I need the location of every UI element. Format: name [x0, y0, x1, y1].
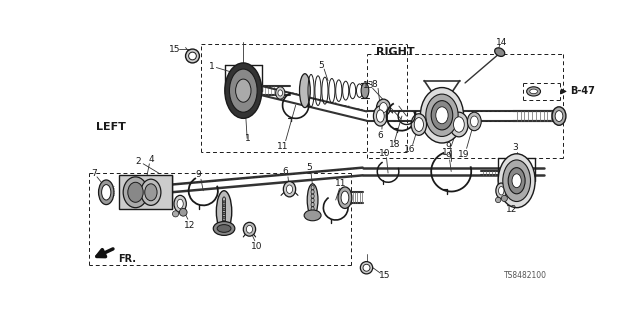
- Ellipse shape: [420, 87, 463, 143]
- Ellipse shape: [376, 110, 384, 122]
- Ellipse shape: [102, 185, 111, 200]
- Ellipse shape: [284, 182, 296, 197]
- Circle shape: [179, 208, 187, 216]
- Ellipse shape: [503, 160, 531, 202]
- Ellipse shape: [467, 112, 481, 131]
- Ellipse shape: [527, 87, 541, 96]
- Text: 4: 4: [148, 155, 154, 164]
- Text: 19: 19: [458, 150, 469, 159]
- Ellipse shape: [450, 112, 468, 137]
- Ellipse shape: [495, 48, 505, 56]
- Ellipse shape: [363, 264, 370, 271]
- Ellipse shape: [499, 187, 504, 195]
- Ellipse shape: [217, 225, 231, 232]
- Ellipse shape: [287, 185, 292, 193]
- Ellipse shape: [189, 52, 196, 60]
- Text: 10: 10: [378, 149, 390, 158]
- Ellipse shape: [141, 179, 161, 205]
- Text: 9: 9: [445, 142, 451, 151]
- Text: 15: 15: [380, 271, 391, 280]
- Text: 6: 6: [283, 167, 289, 176]
- Ellipse shape: [530, 89, 538, 94]
- Ellipse shape: [213, 221, 235, 235]
- Ellipse shape: [216, 191, 232, 232]
- Text: 18: 18: [388, 140, 400, 149]
- Ellipse shape: [361, 83, 369, 98]
- Text: 14: 14: [495, 38, 507, 47]
- Ellipse shape: [246, 226, 253, 233]
- Text: 17: 17: [442, 148, 453, 157]
- Text: 2: 2: [136, 157, 141, 166]
- Text: 11: 11: [335, 179, 347, 188]
- Text: 12: 12: [184, 221, 195, 230]
- Ellipse shape: [225, 63, 262, 118]
- Ellipse shape: [123, 177, 148, 208]
- Text: 1: 1: [209, 62, 214, 71]
- Text: 13: 13: [363, 81, 374, 90]
- Ellipse shape: [436, 107, 448, 124]
- Text: TS8482100: TS8482100: [504, 271, 547, 280]
- Ellipse shape: [128, 182, 143, 202]
- Text: LEFT: LEFT: [96, 122, 126, 132]
- Ellipse shape: [552, 107, 566, 125]
- Ellipse shape: [145, 184, 157, 201]
- Ellipse shape: [186, 49, 200, 63]
- Ellipse shape: [174, 195, 186, 212]
- Ellipse shape: [338, 187, 352, 208]
- Ellipse shape: [555, 111, 563, 122]
- Ellipse shape: [230, 69, 257, 112]
- Text: 6: 6: [378, 131, 383, 140]
- Ellipse shape: [243, 222, 255, 236]
- Text: 1: 1: [245, 134, 251, 143]
- Ellipse shape: [512, 174, 521, 188]
- Ellipse shape: [454, 117, 464, 132]
- Ellipse shape: [99, 180, 114, 204]
- Ellipse shape: [360, 262, 372, 274]
- Text: 11: 11: [277, 142, 288, 151]
- Text: RIGHT: RIGHT: [376, 47, 415, 57]
- Text: B-47: B-47: [570, 86, 595, 96]
- Ellipse shape: [373, 106, 387, 126]
- Text: 16: 16: [404, 145, 415, 154]
- Text: 9: 9: [445, 152, 451, 160]
- Circle shape: [501, 195, 508, 202]
- Ellipse shape: [411, 114, 427, 135]
- Ellipse shape: [278, 90, 283, 96]
- Ellipse shape: [470, 116, 478, 127]
- Text: 7: 7: [91, 168, 97, 178]
- Ellipse shape: [380, 103, 387, 113]
- Ellipse shape: [498, 154, 535, 208]
- Ellipse shape: [276, 87, 285, 99]
- Text: 9: 9: [196, 170, 202, 179]
- Ellipse shape: [414, 118, 424, 131]
- Text: 3: 3: [512, 143, 518, 152]
- Circle shape: [172, 211, 179, 217]
- Ellipse shape: [304, 210, 321, 221]
- Ellipse shape: [236, 79, 251, 102]
- Bar: [118, 175, 172, 209]
- Text: 12: 12: [506, 205, 517, 214]
- Ellipse shape: [496, 183, 507, 198]
- Circle shape: [495, 197, 501, 203]
- Text: 10: 10: [252, 242, 263, 251]
- Text: FR.: FR.: [118, 254, 136, 263]
- Ellipse shape: [177, 199, 183, 208]
- Ellipse shape: [508, 168, 525, 194]
- Ellipse shape: [376, 99, 390, 116]
- Ellipse shape: [426, 94, 458, 137]
- Text: 5: 5: [318, 62, 324, 70]
- Text: 8: 8: [371, 80, 377, 89]
- Text: 5: 5: [306, 163, 312, 172]
- Ellipse shape: [300, 74, 310, 108]
- Ellipse shape: [431, 101, 452, 130]
- Ellipse shape: [341, 191, 349, 204]
- Text: 15: 15: [169, 45, 180, 54]
- Ellipse shape: [307, 184, 318, 216]
